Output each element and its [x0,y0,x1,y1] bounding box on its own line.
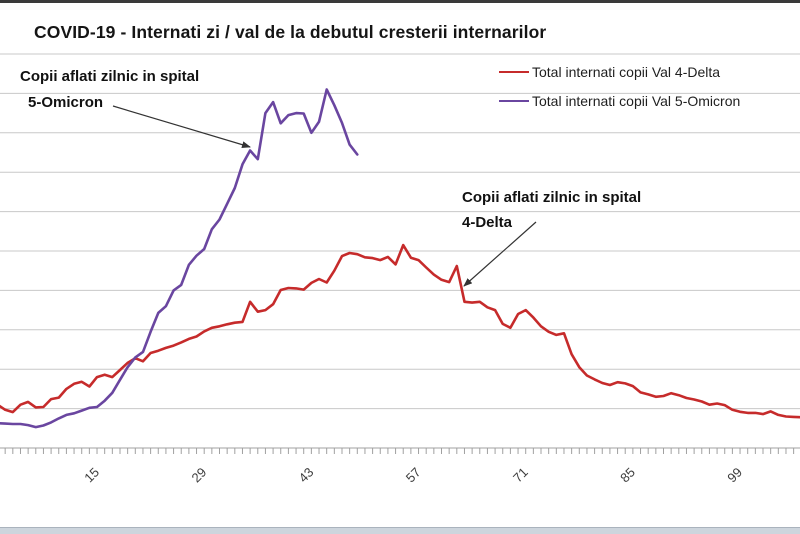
window-bottom-scrollbar[interactable] [0,527,800,534]
annotation-omicron: Copii aflati zilnic in spital 5-Omicron [20,69,199,110]
legend: Total internati copii Val 4-Delta Total … [499,64,740,109]
legend-label-delta: Total internati copii Val 4-Delta [532,64,721,80]
svg-text:71: 71 [510,465,531,486]
arrow-to-delta-line [463,221,537,287]
legend-item-delta: Total internati copii Val 4-Delta [499,64,740,80]
legend-label-omicron: Total internati copii Val 5-Omicron [532,93,741,109]
svg-text:43: 43 [296,465,317,486]
annotation-delta-text-1: Copii aflati zilnic in spital [462,189,642,206]
annotation-delta-text-2: 4-Delta [462,214,513,231]
window-top-border [0,0,800,3]
svg-text:15: 15 [81,465,102,486]
series-lines [0,88,800,429]
arrow-to-omicron-line [112,105,251,149]
omicron-line-sample-icon [499,100,529,102]
annotation-omicron-text-1: Copii aflati zilnic in spital [20,68,200,85]
delta-line-sample-icon [499,71,529,73]
annotation-delta: Copii aflati zilnic in spital 4-Delta [462,190,641,230]
annotation-arrows [112,105,537,287]
x-axis-tick-labels: 15 29 43 57 71 85 99 [81,465,745,486]
svg-text:29: 29 [188,465,209,486]
annotation-omicron-text-2: 5-Omicron [28,94,104,111]
chart-title: COVID-19 - Internati zi / val de la debu… [34,22,547,42]
x-axis-ticks [4,448,795,454]
gridlines [0,53,800,449]
svg-text:57: 57 [403,465,424,486]
legend-item-omicron: Total internati copii Val 5-Omicron [499,93,740,109]
svg-text:85: 85 [617,465,638,486]
svg-text:99: 99 [724,465,745,486]
